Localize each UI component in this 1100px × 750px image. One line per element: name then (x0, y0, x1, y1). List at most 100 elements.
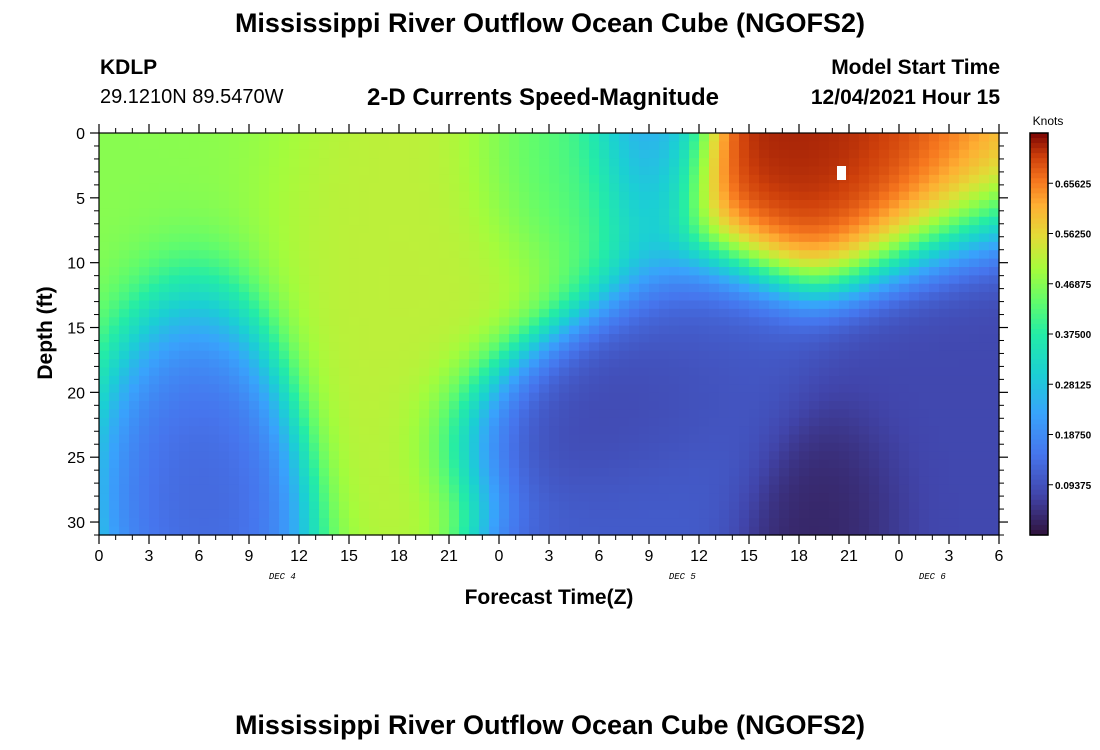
heatmap-cell (919, 208, 930, 218)
heatmap-cell (919, 317, 930, 327)
heatmap-cell (119, 133, 130, 142)
heatmap-cell (239, 216, 250, 226)
heatmap-cell (209, 451, 220, 461)
heatmap-cell (239, 241, 250, 251)
heatmap-cell (679, 451, 690, 461)
heatmap-cell (879, 417, 890, 427)
heatmap-cell (229, 325, 240, 335)
heatmap-cell (99, 174, 110, 184)
heatmap-cell (869, 451, 880, 461)
heatmap-cell (669, 526, 680, 536)
heatmap-cell (839, 158, 850, 168)
heatmap-cell (369, 141, 380, 151)
heatmap-cell (969, 141, 980, 151)
heatmap-cell (849, 166, 860, 176)
heatmap-cell (869, 183, 880, 193)
heatmap-cell (889, 442, 900, 452)
heatmap-cell (629, 258, 640, 268)
heatmap-cell (109, 493, 120, 503)
heatmap-cell (519, 267, 530, 276)
heatmap-cell (279, 509, 290, 519)
heatmap-cell (289, 526, 300, 536)
heatmap-cell (779, 350, 790, 360)
heatmap-cell (589, 409, 600, 419)
heatmap-cell (939, 267, 950, 276)
heatmap-cell (379, 334, 390, 343)
heatmap-cell (219, 174, 230, 184)
heatmap-cell (299, 526, 310, 536)
heatmap-cell (309, 283, 320, 293)
heatmap-cell (229, 275, 240, 285)
heatmap-cell (989, 200, 1000, 209)
heatmap-cell (689, 459, 700, 469)
heatmap-cell (629, 166, 640, 176)
heatmap-cell (569, 451, 580, 461)
heatmap-cell (229, 417, 240, 427)
heatmap-cell (649, 384, 660, 394)
heatmap-cell (579, 250, 590, 260)
heatmap-cell (149, 174, 160, 184)
heatmap-cell (909, 476, 920, 486)
heatmap-cell (379, 417, 390, 427)
heatmap-cell (899, 459, 910, 469)
heatmap-cell (189, 434, 200, 444)
heatmap-cell (859, 384, 870, 394)
heatmap-cell (709, 518, 720, 528)
heatmap-cell (789, 166, 800, 176)
heatmap-cell (129, 375, 140, 385)
heatmap-cell (679, 325, 690, 335)
heatmap-cell (419, 476, 430, 486)
heatmap-cell (199, 451, 210, 461)
heatmap-cell (329, 484, 340, 494)
heatmap-cell (499, 484, 510, 494)
heatmap-cell (299, 216, 310, 226)
heatmap-cell (929, 426, 940, 436)
heatmap-cell (969, 283, 980, 293)
heatmap-cell (679, 133, 690, 142)
heatmap-cell (229, 434, 240, 444)
heatmap-cell (369, 484, 380, 494)
heatmap-cell (589, 183, 600, 193)
heatmap-cell (449, 158, 460, 168)
heatmap-cell (579, 334, 590, 343)
colorbar-segment (1030, 153, 1048, 159)
heatmap-cell (889, 283, 900, 293)
heatmap-cell (359, 451, 370, 461)
colorbar-segment (1030, 454, 1048, 461)
heatmap-cell (279, 267, 290, 276)
heatmap-cell (959, 191, 970, 201)
heatmap-cell (699, 434, 710, 444)
heatmap-cell (239, 283, 250, 293)
heatmap-cell (589, 317, 600, 327)
heatmap-cell (259, 225, 270, 235)
heatmap-cell (309, 367, 320, 377)
heatmap-cell (739, 216, 750, 226)
heatmap-cell (609, 509, 620, 519)
heatmap-cell (719, 275, 730, 285)
heatmap-cell (399, 501, 410, 511)
heatmap-cell (329, 250, 340, 260)
heatmap-cell (559, 233, 570, 243)
heatmap-cell (209, 509, 220, 519)
heatmap-cell (349, 300, 360, 310)
heatmap-cell (409, 334, 420, 343)
heatmap-cell (199, 250, 210, 260)
heatmap-cell (579, 426, 590, 436)
heatmap-cell (109, 459, 120, 469)
heatmap-cell (219, 133, 230, 142)
heatmap-cell (109, 300, 120, 310)
heatmap-cell (589, 359, 600, 369)
heatmap-cell (689, 476, 700, 486)
heatmap-cell (599, 141, 610, 151)
heatmap-cell (599, 283, 610, 293)
heatmap-cell (399, 216, 410, 226)
colorbar-segment (1030, 489, 1048, 496)
heatmap-cell (909, 359, 920, 369)
heatmap-cell (689, 392, 700, 402)
heatmap-cell (649, 141, 660, 151)
heatmap-cell (879, 359, 890, 369)
heatmap-cell (309, 300, 320, 310)
heatmap-cell (919, 141, 930, 151)
heatmap-cell (619, 216, 630, 226)
heatmap-cell (799, 526, 810, 536)
